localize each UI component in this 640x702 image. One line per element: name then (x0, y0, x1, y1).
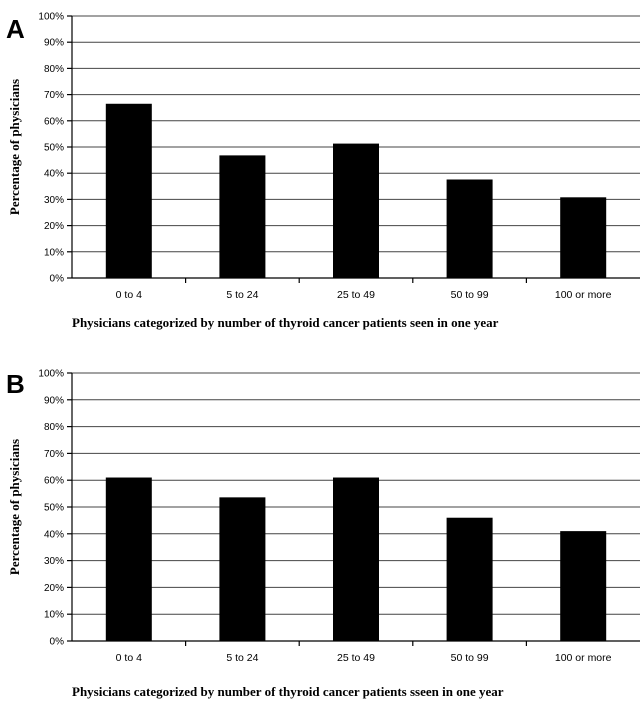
x-tick-label: 0 to 4 (116, 289, 142, 301)
y-tick-label: 60% (44, 476, 64, 487)
y-axis-title: Percentage of physicians (7, 79, 22, 215)
y-tick-label: 80% (44, 64, 64, 75)
bar (105, 477, 152, 641)
y-tick-label: 0% (50, 274, 65, 285)
chart-panel-a: A 0% 10% 20% 30% 40% 50% 60% 70% 80% 90% 100% 0 to 4… (6, 12, 640, 330)
x-axis-title: Physicians categorized by number of thyr… (72, 684, 504, 699)
panel-label: A (6, 14, 25, 44)
y-axis-title: Percentage of physicians (7, 439, 22, 575)
y-tick-label: 80% (44, 422, 64, 433)
x-tick-label: 100 or more (555, 289, 612, 301)
chart-panel-b: B 0% 10% 20% 30% 40% 50% 60% 70% 80% 90% 100% 0 to 4… (6, 369, 640, 699)
y-tick-label: 20% (44, 583, 64, 594)
x-tick-label: 25 to 49 (337, 652, 375, 664)
y-tick-label: 40% (44, 529, 64, 540)
y-tick-label: 50% (44, 503, 64, 514)
y-tick-label: 70% (44, 449, 64, 460)
bar (446, 179, 493, 278)
y-tick-label: 100% (38, 369, 64, 380)
y-tick-label: 30% (44, 195, 64, 206)
bar (219, 497, 266, 641)
bar (219, 155, 266, 278)
x-tick-label: 0 to 4 (116, 652, 142, 664)
bar (333, 477, 379, 641)
y-tick-label: 10% (44, 610, 64, 621)
y-tick-label: 0% (50, 637, 65, 648)
bar (560, 531, 607, 641)
x-tick-label: 25 to 49 (337, 289, 375, 301)
x-axis-title: Physicians categorized by number of thyr… (72, 315, 499, 330)
y-tick-label: 30% (44, 556, 64, 567)
x-tick-label: 50 to 99 (451, 652, 489, 664)
bar (560, 197, 607, 278)
x-tick-label: 5 to 24 (226, 652, 258, 664)
y-tick-label: 90% (44, 395, 64, 406)
y-tick-label: 100% (38, 12, 64, 23)
x-tick-label: 100 or more (555, 652, 612, 664)
y-tick-label: 50% (44, 143, 64, 154)
y-tick-label: 70% (44, 90, 64, 101)
x-tick-label: 50 to 99 (451, 289, 489, 301)
y-tick-label: 10% (44, 247, 64, 258)
x-tick-label: 5 to 24 (226, 289, 258, 301)
bar (105, 103, 152, 279)
y-tick-label: 40% (44, 169, 64, 180)
y-tick-label: 90% (44, 38, 64, 49)
panel-label: B (6, 369, 25, 399)
y-tick-label: 60% (44, 116, 64, 127)
y-tick-label: 20% (44, 221, 64, 232)
bar (446, 517, 493, 641)
bar (333, 143, 379, 278)
